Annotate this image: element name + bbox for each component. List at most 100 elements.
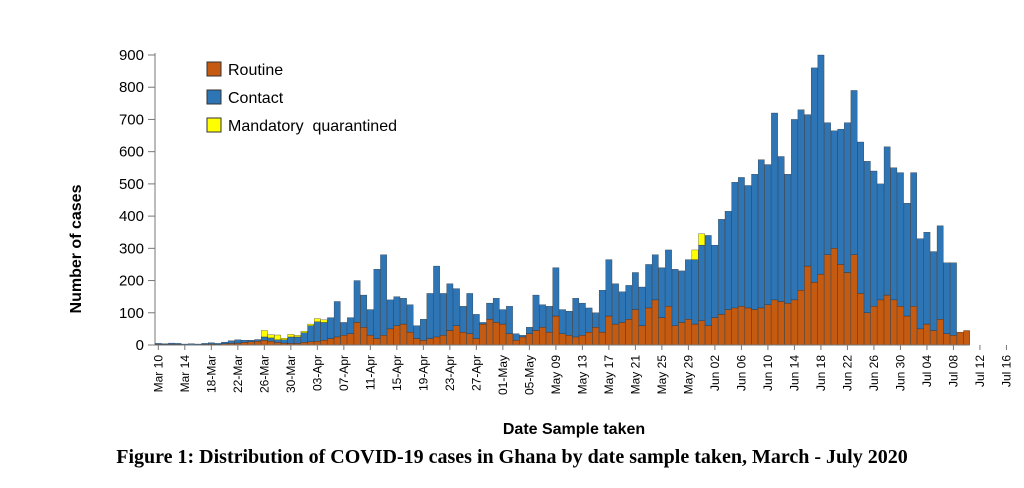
bar-segment-routine (757, 307, 765, 346)
x-tick-label: Jun 18 (814, 355, 828, 391)
bar-segment-contact (565, 311, 573, 336)
bar-segment-routine (433, 336, 440, 346)
bar-segment-routine (453, 325, 460, 346)
bar-segment-routine (625, 319, 633, 346)
bar-segment-contact (486, 302, 493, 320)
bar-segment-routine (724, 309, 732, 346)
bar-segment-routine (380, 335, 387, 346)
bar-segment-routine (572, 336, 580, 346)
bar-segment-mandatory (280, 338, 288, 340)
bar-segment-contact (539, 304, 546, 328)
bar-segment-routine (314, 340, 321, 346)
bar-segment-routine (479, 323, 487, 346)
x-tick-label: May 13 (575, 355, 589, 395)
bar-segment-contact (678, 270, 686, 323)
bar-segment-contact (618, 291, 626, 323)
bar-segment-routine (665, 306, 672, 346)
y-tick-label: 500 (119, 176, 144, 193)
bar-segment-routine (777, 301, 785, 346)
bar-segment-contact (572, 298, 580, 338)
bar-segment-routine (718, 314, 725, 346)
bar-segment-contact (738, 177, 745, 307)
bar-segment-contact (400, 298, 407, 325)
x-tick-label: 03-Apr (310, 355, 324, 391)
bar-segment-contact (632, 272, 639, 310)
x-tick-label: Jun 26 (867, 355, 881, 391)
bar-segment-contact (473, 314, 480, 339)
bar-segment-contact (214, 343, 222, 345)
y-tick-label: 300 (119, 240, 144, 257)
bar-segment-contact (864, 161, 871, 313)
x-tick-label: Jun 06 (734, 355, 748, 391)
bar-segment-contact (267, 337, 275, 342)
bar-segment-routine (837, 264, 845, 346)
bar-segment-routine (598, 331, 606, 346)
bar-segment-routine (917, 328, 924, 346)
bar-segment-contact (320, 322, 328, 341)
bar-segment-contact (857, 141, 864, 294)
y-tick-label: 600 (119, 144, 144, 161)
bar-segment-routine (864, 312, 871, 346)
bar-segment-routine (671, 325, 679, 346)
x-tick-label: May 09 (549, 355, 563, 395)
bars-group (155, 54, 970, 346)
bar-segment-routine (552, 315, 560, 346)
bar-segment-contact (830, 130, 838, 249)
bar-segment-contact (380, 254, 387, 336)
bar-segment-contact (685, 259, 692, 320)
x-tick-label: 23-Apr (443, 355, 457, 391)
bar-segment-contact (333, 301, 341, 338)
bar-segment-contact (241, 340, 248, 343)
bar-segment-contact (810, 67, 818, 283)
bar-segment-routine (685, 319, 692, 346)
x-axis-title: Date Sample taken (503, 421, 645, 438)
bar-segment-contact (353, 280, 361, 323)
bar-segment-mandatory (320, 319, 328, 323)
x-tick-label: Jun 02 (708, 355, 722, 391)
bar-segment-routine (943, 333, 951, 346)
bar-segment-contact (804, 114, 811, 267)
bar-segment-contact (797, 109, 805, 291)
bar-segment-contact (890, 167, 898, 301)
bar-segment-contact (174, 343, 182, 345)
legend: Routine Contact Mandatory quarantined (206, 61, 397, 135)
bar-segment-contact (453, 288, 460, 326)
bar-segment-contact (208, 342, 215, 345)
bar-segment-routine (877, 299, 884, 346)
bar-segment-contact (638, 286, 646, 326)
bar-segment-routine (512, 340, 520, 346)
bar-segment-contact (201, 343, 208, 345)
bar-segment-routine (353, 322, 361, 346)
x-tick-label: Jun 30 (893, 355, 907, 391)
x-tick-label: Jul 08 (946, 355, 960, 387)
bar-segment-routine (420, 340, 427, 346)
bar-segment-routine (519, 336, 527, 346)
bar-segment-contact (446, 283, 454, 331)
bar-segment-contact (850, 90, 858, 255)
bar-segment-contact (943, 262, 951, 334)
bar-segment-routine (612, 323, 619, 346)
bar-segment-routine (897, 306, 904, 346)
bar-segment-routine (327, 338, 334, 346)
bar-segment-routine (367, 335, 374, 346)
bar-segment-mandatory (314, 318, 321, 322)
x-tick-label: May 21 (628, 355, 642, 395)
bar-segment-routine (526, 333, 533, 346)
bar-segment-routine (738, 306, 745, 346)
bar-segment-contact (459, 306, 467, 333)
bar-segment-mandatory (267, 334, 275, 339)
bar-segment-mandatory (287, 334, 295, 338)
bar-segment-contact (155, 343, 162, 345)
bar-segment-contact (923, 232, 931, 325)
legend-swatch (206, 117, 222, 133)
bar-segment-routine (830, 248, 838, 346)
bar-segment-routine (559, 333, 566, 346)
bar-segment-contact (598, 290, 606, 333)
bar-segment-contact (671, 269, 679, 326)
bar-segment-routine (857, 293, 864, 346)
bar-segment-contact (791, 119, 798, 301)
x-tick-label: May 29 (681, 355, 695, 395)
bar-segment-contact (903, 203, 911, 317)
bar-segment-routine (579, 335, 586, 346)
